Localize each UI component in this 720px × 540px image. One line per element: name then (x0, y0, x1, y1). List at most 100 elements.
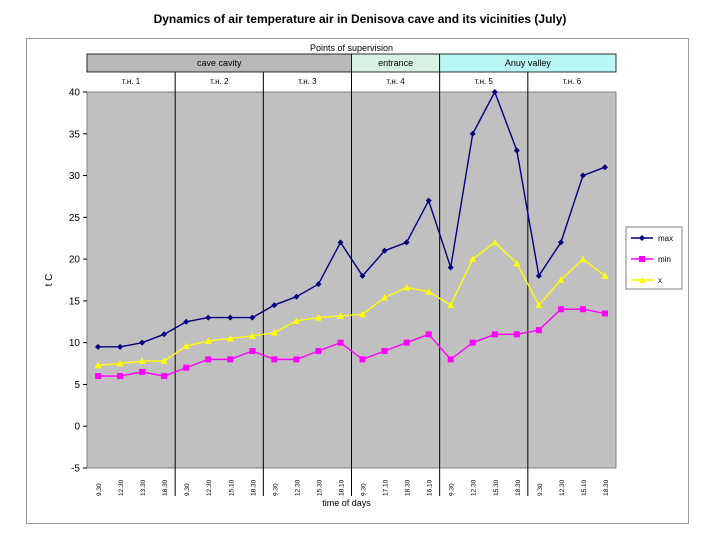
zone-label: Anuy valley (505, 58, 552, 68)
data-point-x (359, 310, 367, 318)
data-point-x (403, 284, 411, 291)
series-line-max (98, 90, 606, 348)
data-point-x (314, 314, 322, 321)
data-point-min (337, 339, 344, 346)
x-tick-label: 18.30 (515, 479, 522, 496)
data-point-min (139, 368, 146, 375)
data-point-min (469, 339, 476, 346)
y-tick-label: 35 (69, 129, 81, 140)
x-tick-label: 9.30 (272, 483, 279, 496)
x-tick-label: 15.30 (316, 479, 323, 496)
data-point-min (447, 356, 454, 363)
data-point-max (359, 272, 366, 279)
data-point-min (271, 356, 278, 363)
data-point-x (579, 255, 587, 263)
x-tick-label: 18.30 (405, 479, 412, 496)
x-tick-label: 18.30 (250, 479, 257, 496)
data-point-x (425, 288, 433, 295)
data-point-x (182, 342, 190, 350)
data-point-min (513, 331, 520, 338)
data-point-x (336, 312, 344, 319)
data-point-max (469, 130, 476, 137)
data-point-min (403, 339, 410, 346)
y-axis-label: t C (44, 274, 55, 287)
x-tick-label: 12.30 (471, 479, 478, 496)
legend-entry: x (658, 276, 662, 285)
x-tick-label: 15.30 (493, 479, 500, 496)
data-point-max (315, 281, 322, 288)
data-point-min (227, 356, 234, 363)
y-tick-label: 20 (69, 255, 81, 266)
data-point-x (292, 317, 300, 324)
data-point-max (601, 164, 608, 171)
x-tick-label: 9.30 (361, 483, 368, 496)
data-point-min (183, 364, 190, 371)
data-point-min (601, 310, 608, 317)
data-point-x (138, 357, 146, 365)
y-tick-label: 5 (74, 380, 80, 391)
x-tick-label: 9.30 (96, 483, 103, 496)
data-point-min (491, 331, 498, 338)
data-point-max (557, 239, 564, 246)
x-tick-label: 15.10 (581, 479, 588, 496)
data-point-max (183, 318, 190, 325)
series-line-x (97, 241, 606, 366)
data-point-x (116, 360, 124, 367)
point-label: т.н. 5 (475, 77, 494, 86)
point-label: т.н. 6 (563, 77, 582, 86)
x-tick-label: 12.30 (118, 479, 125, 496)
x-tick-label: 15.10 (228, 479, 235, 496)
data-point-min (557, 306, 564, 313)
data-point-max (403, 239, 410, 246)
data-point-min (249, 348, 256, 355)
data-point-min (293, 356, 300, 363)
data-point-x (94, 361, 102, 369)
data-point-max (491, 89, 498, 95)
data-point-x (248, 332, 256, 339)
y-tick-label: 15 (69, 296, 81, 307)
y-tick-label: 10 (69, 338, 81, 349)
y-tick-label: -5 (71, 464, 80, 475)
data-point-max (381, 247, 388, 254)
data-point-min (117, 373, 124, 380)
legend-entry: max (658, 234, 673, 243)
chart-title: Dynamics of air temperature air in Denis… (153, 12, 567, 26)
x-tick-label: 18.30 (162, 479, 169, 496)
data-point-x (447, 301, 455, 309)
data-point-x (381, 294, 389, 301)
data-point-x (226, 334, 234, 342)
point-label: т.н. 1 (122, 77, 141, 86)
data-point-max (95, 343, 102, 350)
x-tick-label: 18.10 (338, 479, 345, 496)
data-point-x (535, 301, 543, 309)
x-tick-label: 12.30 (294, 479, 301, 496)
legend-marker (638, 276, 646, 283)
zone-label: entrance (378, 58, 413, 68)
point-label: т.н. 3 (298, 77, 317, 86)
data-point-min (95, 373, 102, 380)
data-point-max (117, 343, 124, 350)
y-tick-label: 0 (74, 422, 80, 433)
data-point-min (579, 306, 586, 313)
data-point-max (161, 331, 168, 338)
data-point-min (381, 348, 388, 355)
data-point-x (513, 259, 521, 267)
legend-entry: min (658, 255, 671, 264)
data-point-max (425, 197, 432, 204)
legend-marker (639, 235, 645, 241)
data-point-max (579, 172, 586, 179)
y-tick-label: 40 (69, 88, 81, 99)
x-axis-label: time of days (322, 498, 371, 508)
data-point-x (601, 272, 609, 279)
data-point-x (491, 238, 499, 246)
data-point-min (535, 327, 542, 334)
data-point-min (205, 356, 212, 363)
data-point-x (270, 329, 278, 336)
data-point-x (204, 337, 212, 344)
data-point-min (425, 331, 432, 338)
data-point-max (227, 314, 234, 321)
series-line-min (98, 308, 606, 377)
data-point-max (271, 302, 278, 309)
legend-marker (639, 256, 645, 262)
